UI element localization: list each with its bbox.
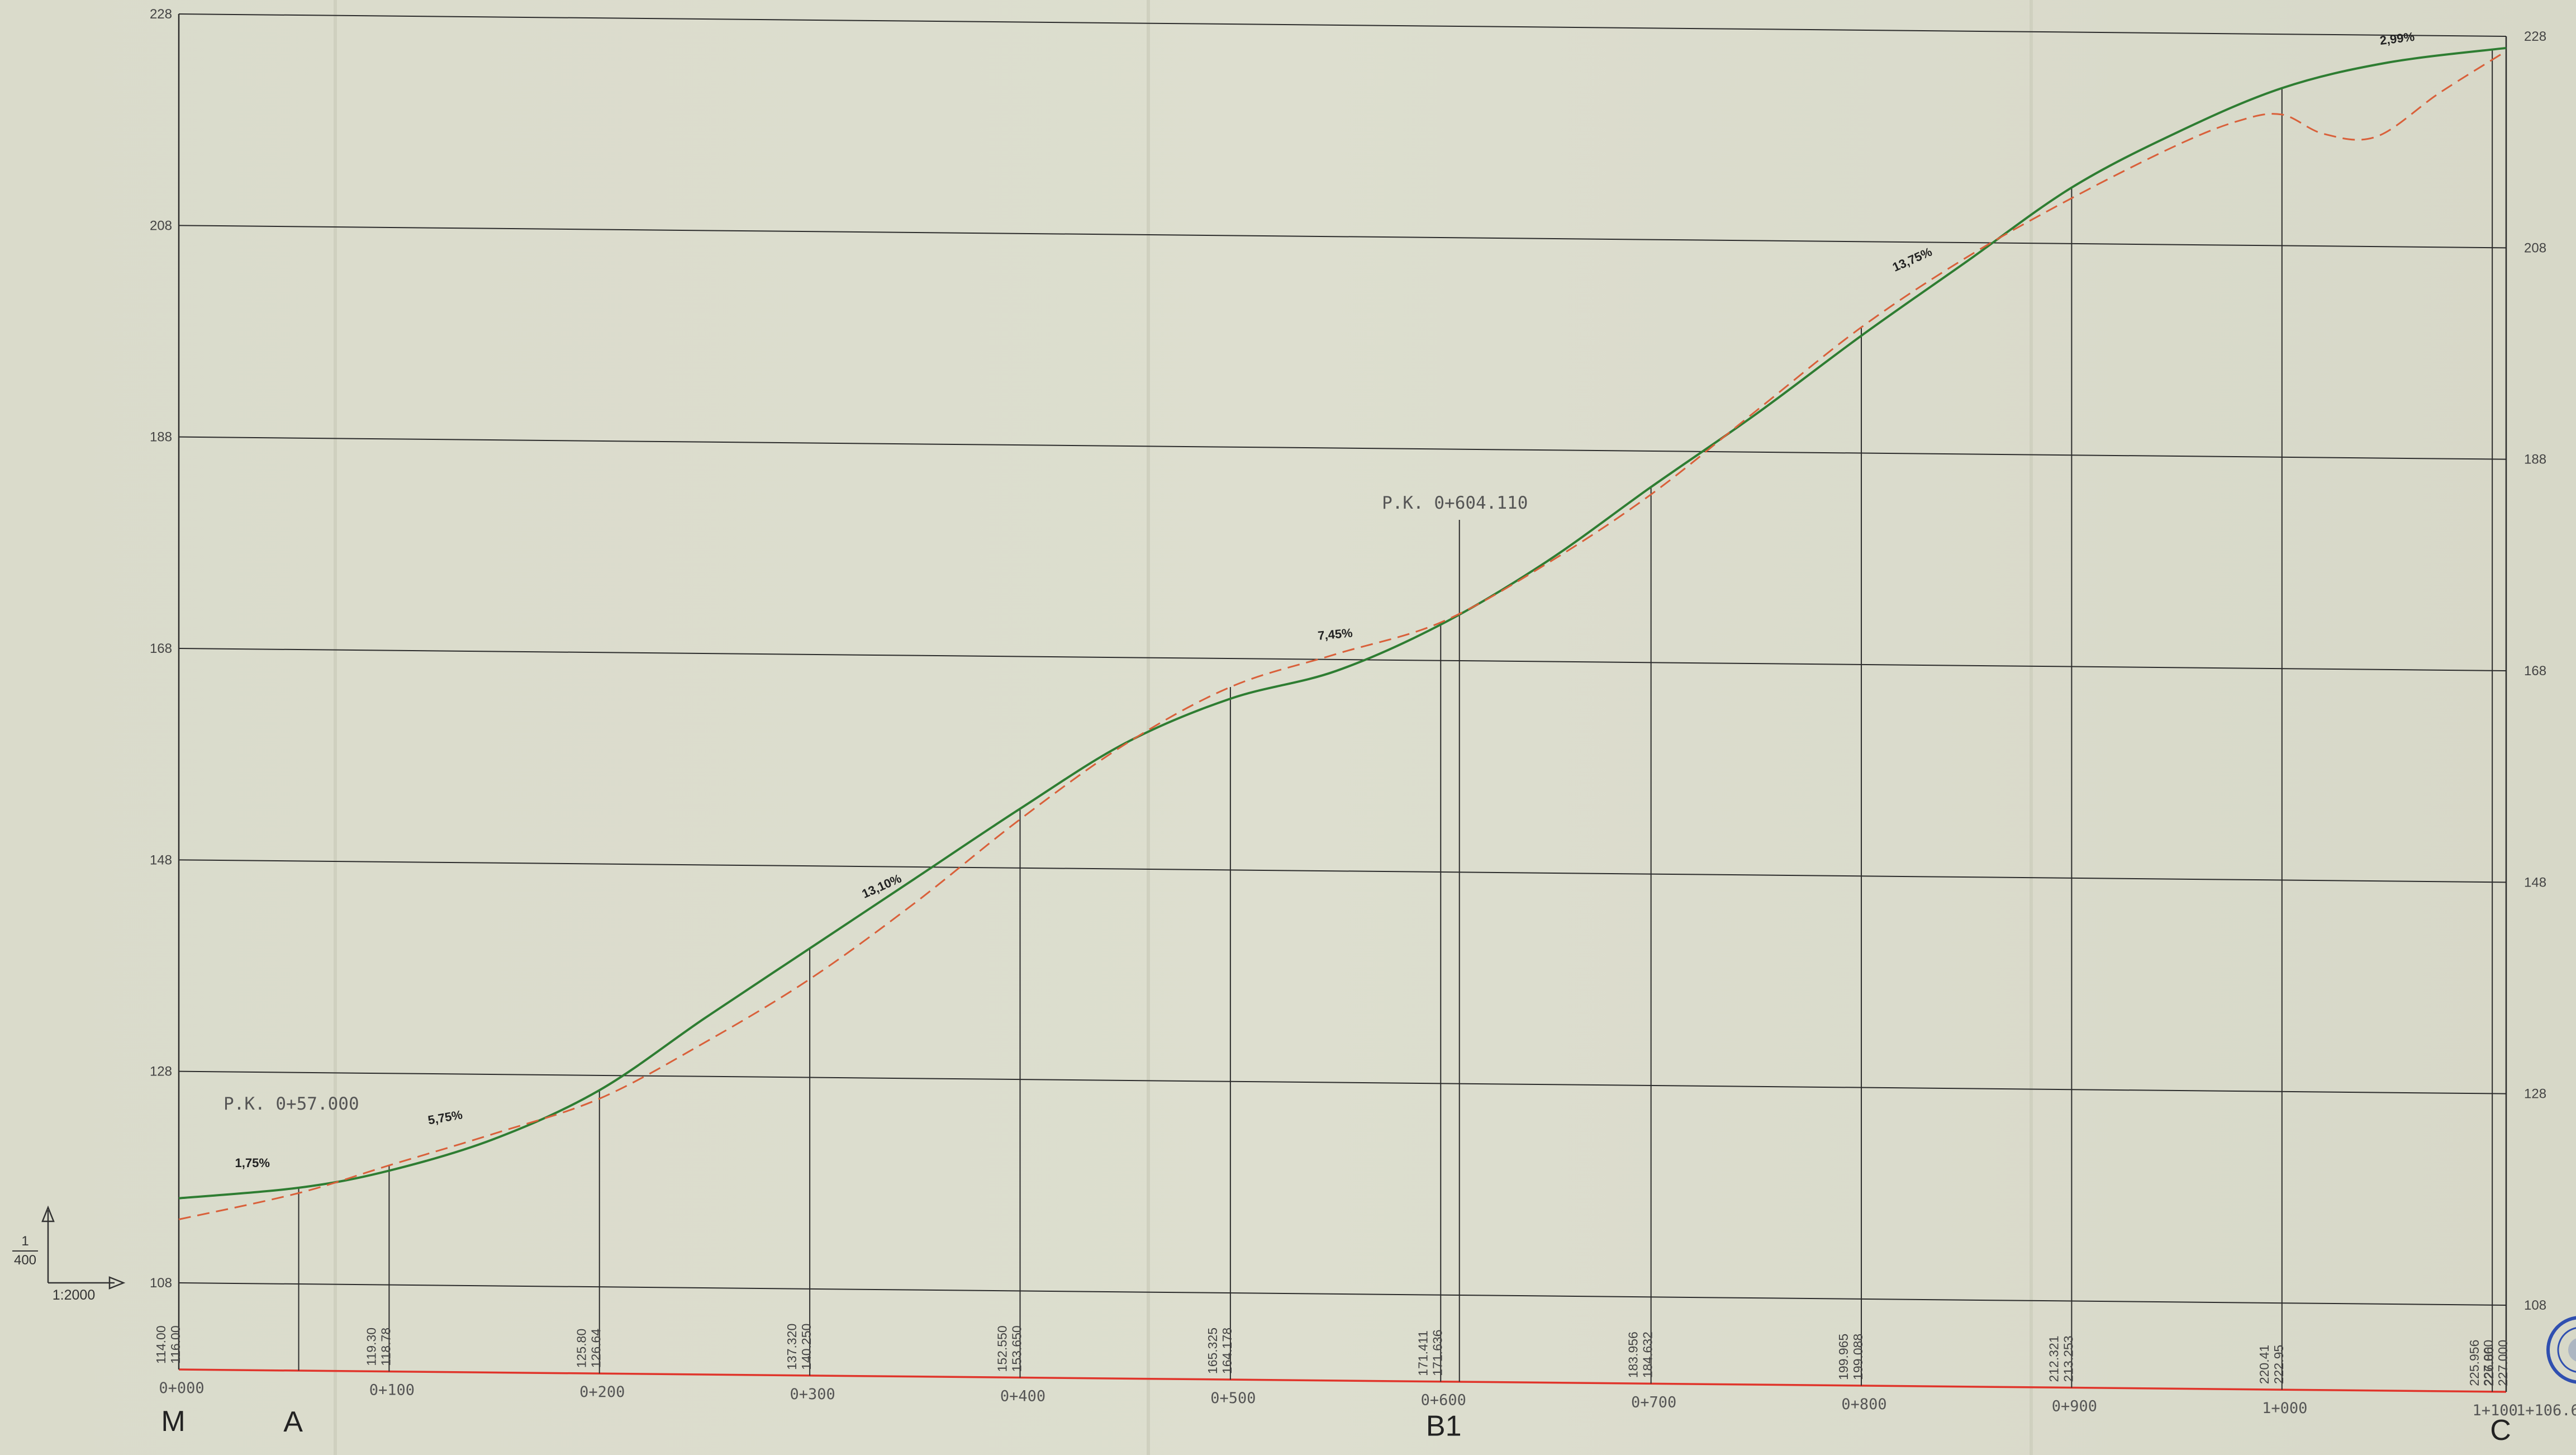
scale-indicator: 1 400 1:2000 bbox=[12, 1205, 126, 1303]
scale-arrow-up-icon bbox=[41, 1205, 55, 1283]
station-value-7-0: 183.956 bbox=[1626, 1331, 1641, 1378]
station-value-2-0: 125.80 bbox=[574, 1329, 589, 1368]
scale-vertical-denominator: 400 bbox=[14, 1253, 36, 1268]
scale-horizontal: 1:2000 bbox=[53, 1287, 95, 1303]
station-value-10-0: 220.41 bbox=[2257, 1345, 2271, 1384]
y-tick-right-128: 128 bbox=[2524, 1087, 2546, 1102]
grid-line-208 bbox=[178, 225, 2507, 249]
chainage-end: 1+106.6 bbox=[2516, 1402, 2576, 1419]
grid-line-188 bbox=[178, 436, 2507, 460]
profile-series bbox=[178, 46, 2507, 1220]
grid-line-148 bbox=[178, 859, 2507, 883]
chainage-0+900: 0+900 bbox=[2052, 1398, 2097, 1415]
datum-line bbox=[178, 1368, 2507, 1393]
station-value-7-1: 184.632 bbox=[1641, 1331, 1655, 1378]
station-value-4-1: 153.650 bbox=[1010, 1325, 1024, 1372]
y-tick-right-168: 168 bbox=[2524, 663, 2546, 679]
station-verticals: 114.00 116.00 119.30 118.78 125.80 126.64 137.… bbox=[154, 48, 2510, 1392]
station-value-2-1: 126.64 bbox=[589, 1329, 603, 1368]
y-tick-right-108: 108 bbox=[2524, 1298, 2546, 1313]
chainage-0+100: 0+100 bbox=[369, 1382, 415, 1399]
y-tick-left-188: 188 bbox=[150, 430, 172, 445]
y-tick-left-168: 168 bbox=[150, 641, 172, 656]
stamp-seal-icon bbox=[2546, 1316, 2576, 1384]
y-tick-left-108: 108 bbox=[150, 1276, 172, 1291]
station-value-8-0: 199.965 bbox=[1836, 1334, 1851, 1380]
station-value-1-0: 119.30 bbox=[364, 1328, 378, 1366]
point-label-C: C bbox=[2490, 1414, 2511, 1447]
y-tick-left-228: 228 bbox=[150, 7, 172, 22]
chainage-0+300: 0+300 bbox=[790, 1386, 835, 1403]
y-tick-left-128: 128 bbox=[150, 1064, 172, 1079]
point-label-M: M bbox=[161, 1405, 185, 1438]
station-value-8-1: 199.088 bbox=[1851, 1334, 1865, 1380]
station-value-11-0: 225.956 bbox=[2467, 1340, 2482, 1386]
station-value-12-1: 227.000 bbox=[2496, 1340, 2510, 1386]
station-value-5-1: 164.178 bbox=[1220, 1328, 1234, 1374]
station-value-0-1: 116.00 bbox=[168, 1325, 183, 1364]
point-label-B1: B1 bbox=[1426, 1410, 1462, 1443]
y-tick-right-188: 188 bbox=[2524, 452, 2546, 467]
chainage-1+000: 1+000 bbox=[2262, 1400, 2307, 1417]
pk-label-1: P.K. 0+604.110 bbox=[1382, 493, 1528, 513]
y-tick-right-208: 208 bbox=[2524, 240, 2546, 255]
station-value-1-1: 118.78 bbox=[378, 1328, 393, 1366]
station-value-3-0: 137.320 bbox=[785, 1324, 799, 1370]
scale-vertical-numerator: 1 bbox=[21, 1234, 28, 1249]
series-design_grade_line bbox=[178, 46, 2507, 1200]
scale-arrow-right-icon bbox=[48, 1276, 126, 1290]
y-tick-right-148: 148 bbox=[2524, 875, 2546, 890]
y-tick-left-208: 208 bbox=[150, 218, 172, 233]
station-value-11-1: 226.86 bbox=[2482, 1347, 2496, 1386]
slope-label-3: 7,45% bbox=[1317, 625, 1353, 642]
chainage-0+400: 0+400 bbox=[1000, 1387, 1045, 1405]
station-value-6-1: 171.636 bbox=[1430, 1330, 1444, 1376]
chainage-1+100: 1+100 bbox=[2473, 1402, 2518, 1419]
station-value-4-0: 152.550 bbox=[995, 1325, 1010, 1372]
slope-label-0: 1,75% bbox=[235, 1156, 270, 1170]
point-label-A: A bbox=[283, 1406, 303, 1438]
y-tick-right-228: 228 bbox=[2524, 29, 2546, 44]
chainage-0+800: 0+800 bbox=[1841, 1396, 1886, 1413]
grid-line-228 bbox=[178, 13, 2507, 37]
grid-line-108 bbox=[178, 1282, 2507, 1306]
station-value-0-0: 114.00 bbox=[154, 1325, 168, 1364]
paper-fold-lines bbox=[334, 0, 2033, 1455]
chainage-0+000: 0+000 bbox=[159, 1380, 204, 1397]
station-value-9-1: 213.253 bbox=[2061, 1335, 2075, 1382]
chainage-0+600: 0+600 bbox=[1421, 1392, 1466, 1409]
chainage-0+200: 0+200 bbox=[579, 1383, 625, 1401]
pk-label-0: P.K. 0+57.000 bbox=[224, 1094, 359, 1114]
station-value-6-0: 171.411 bbox=[1415, 1330, 1430, 1376]
series-existing_ground_line bbox=[178, 50, 2507, 1220]
station-value-5-0: 165.325 bbox=[1205, 1328, 1220, 1374]
profile-labels: 0+000 0+100 0+200 0+300 0+400 0+500 0+600 0+700… bbox=[159, 30, 2576, 1447]
station-value-3-1: 140.250 bbox=[799, 1324, 814, 1370]
chainage-0+700: 0+700 bbox=[1631, 1394, 1676, 1411]
station-value-12-0: 227.000 bbox=[2481, 1340, 2496, 1386]
station-value-9-0: 212.321 bbox=[2046, 1335, 2061, 1382]
y-tick-left-148: 148 bbox=[150, 852, 172, 868]
grid-line-128 bbox=[178, 1070, 2507, 1094]
station-value-10-1: 222.95 bbox=[2271, 1345, 2286, 1384]
chainage-0+500: 0+500 bbox=[1210, 1390, 1256, 1407]
grid-line-168 bbox=[178, 648, 2507, 671]
